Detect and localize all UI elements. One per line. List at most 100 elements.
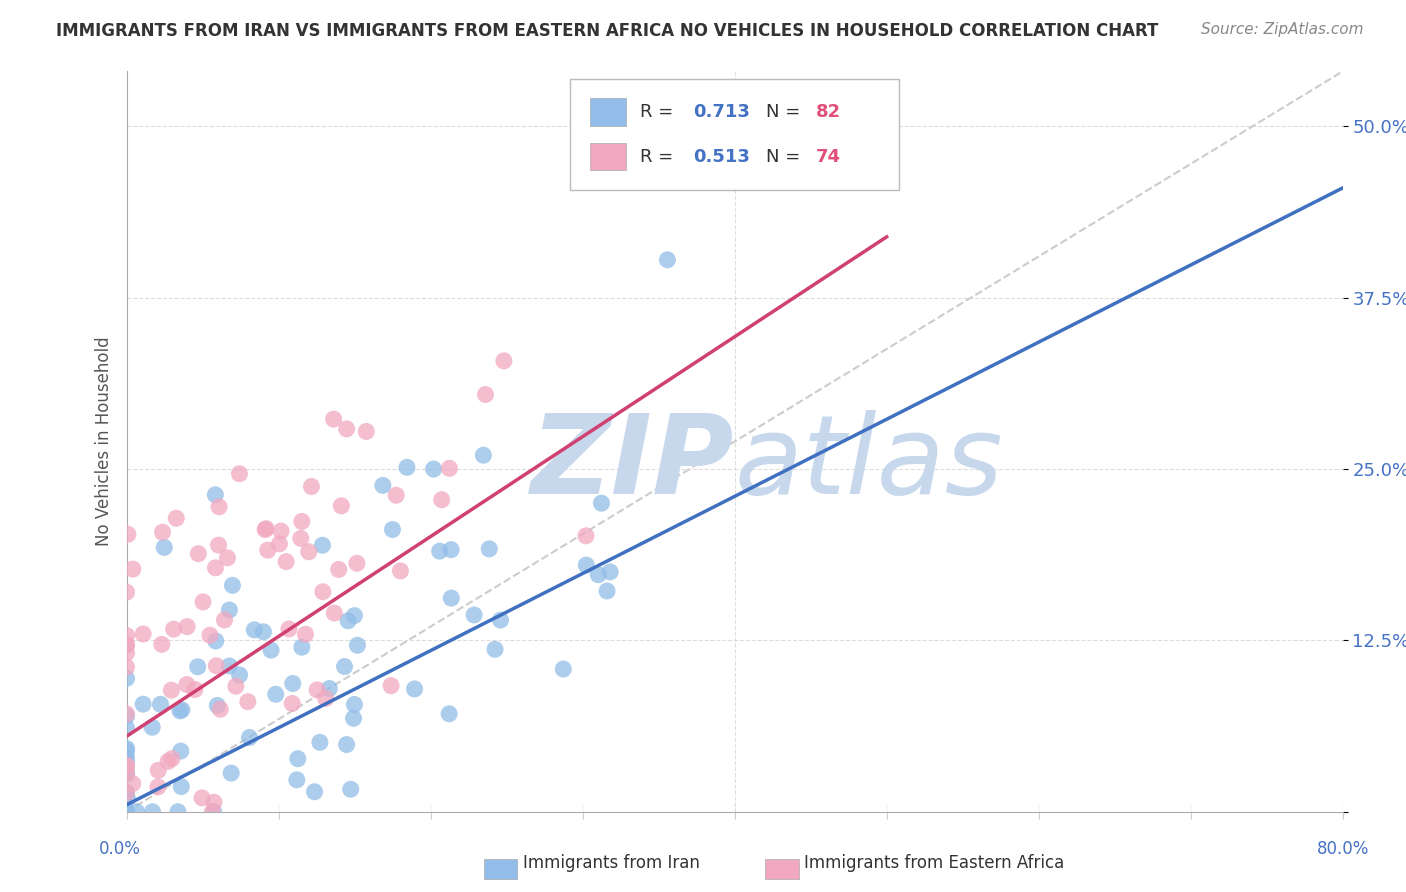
Point [115, 672, 138, 686]
Point [184, 682, 207, 697]
Point [252, 624, 274, 639]
Point [115, 805, 138, 819]
Point [146, 780, 169, 794]
Point [287, 752, 309, 766]
Point [346, 556, 368, 570]
Point [115, 785, 138, 799]
Point [588, 567, 610, 582]
Point [218, 659, 240, 673]
Point [150, 637, 173, 651]
Point [343, 608, 366, 623]
Point [228, 668, 250, 682]
Text: Immigrants from Iran: Immigrants from Iran [523, 855, 700, 872]
Point [381, 523, 404, 537]
Point [115, 805, 138, 819]
Point [115, 721, 138, 735]
Point [115, 805, 138, 819]
Point [115, 660, 138, 674]
Point [115, 805, 138, 819]
Point [371, 478, 394, 492]
Point [278, 622, 301, 636]
Point [440, 542, 463, 557]
Point [115, 744, 138, 758]
Point [141, 805, 163, 819]
Point [294, 627, 316, 641]
Point [191, 595, 214, 609]
Point [422, 462, 444, 476]
Point [346, 638, 368, 652]
Point [153, 541, 176, 555]
Point [218, 603, 240, 617]
FancyBboxPatch shape [591, 143, 627, 170]
Point [208, 500, 231, 514]
Point [254, 523, 277, 537]
Point [115, 709, 138, 723]
Point [290, 532, 312, 546]
Point [125, 805, 148, 819]
Point [489, 613, 512, 627]
Point [115, 741, 138, 756]
Text: ZIP: ZIP [531, 410, 734, 517]
Point [115, 750, 138, 764]
Point [429, 544, 451, 558]
Point [311, 538, 333, 552]
Point [301, 479, 323, 493]
Point [115, 638, 138, 652]
Point [285, 772, 308, 787]
Point [236, 695, 259, 709]
Point [115, 585, 138, 599]
Point [167, 805, 190, 819]
Point [217, 550, 239, 565]
Point [318, 681, 340, 696]
Text: R =: R = [640, 103, 679, 121]
Point [478, 541, 501, 556]
Point [225, 679, 247, 693]
Text: Source: ZipAtlas.com: Source: ZipAtlas.com [1201, 22, 1364, 37]
Point [307, 682, 329, 697]
Text: N =: N = [766, 147, 806, 166]
Point [160, 752, 183, 766]
Point [152, 525, 174, 540]
Point [115, 765, 138, 780]
Point [312, 584, 335, 599]
Point [115, 785, 138, 799]
Point [115, 765, 138, 780]
Point [202, 795, 225, 809]
FancyBboxPatch shape [571, 78, 898, 190]
Point [264, 687, 287, 701]
Point [221, 578, 243, 592]
Point [214, 613, 236, 627]
Point [132, 627, 155, 641]
Point [339, 782, 361, 797]
Point [343, 698, 366, 712]
Point [440, 591, 463, 606]
Point [291, 640, 314, 655]
Point [439, 461, 461, 475]
Point [575, 558, 598, 573]
Point [187, 547, 209, 561]
Point [115, 755, 138, 769]
Text: 80.0%: 80.0% [1316, 840, 1369, 858]
Point [322, 412, 344, 426]
Point [149, 698, 172, 712]
Point [596, 583, 619, 598]
Point [163, 622, 186, 636]
Point [315, 691, 337, 706]
Point [115, 786, 138, 800]
Point [472, 448, 495, 462]
Point [356, 425, 378, 439]
Point [160, 683, 183, 698]
Point [385, 488, 408, 502]
Point [333, 659, 356, 673]
Point [336, 738, 359, 752]
Point [117, 527, 139, 541]
Text: 0.0%: 0.0% [98, 840, 141, 858]
Point [281, 676, 304, 690]
Point [281, 697, 304, 711]
Point [204, 634, 226, 648]
Point [115, 805, 138, 819]
Point [176, 677, 198, 691]
Text: IMMIGRANTS FROM IRAN VS IMMIGRANTS FROM EASTERN AFRICA NO VEHICLES IN HOUSEHOLD : IMMIGRANTS FROM IRAN VS IMMIGRANTS FROM … [56, 22, 1159, 40]
Point [337, 614, 360, 628]
Point [553, 662, 575, 676]
